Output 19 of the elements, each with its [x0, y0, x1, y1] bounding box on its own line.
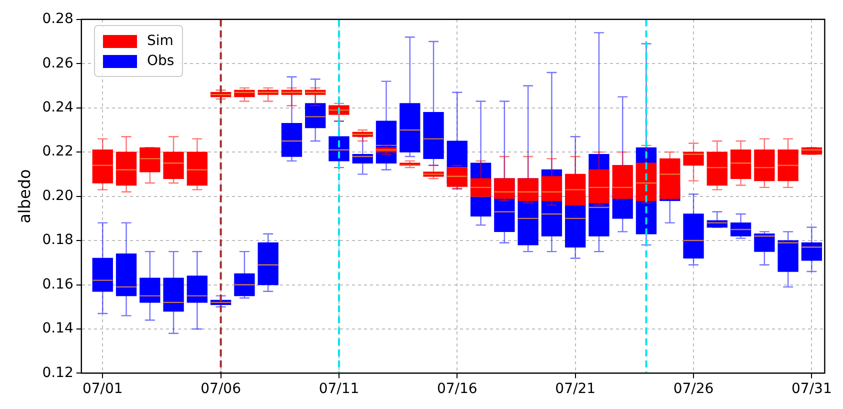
x-tick-label: 07/01 — [82, 381, 123, 398]
y-tick-label: 0.20 — [42, 188, 74, 204]
y-tick-label: 0.24 — [42, 99, 74, 116]
x-tick-label: 07/21 — [555, 381, 596, 398]
legend-label: Obs — [147, 52, 174, 71]
y-tick-label: 0.18 — [42, 232, 74, 248]
y-tick-label: 0.16 — [42, 276, 74, 292]
y-tick-label: 0.12 — [42, 364, 74, 381]
y-tick-label: 0.22 — [42, 144, 74, 160]
x-tick-label: 07/11 — [318, 381, 360, 398]
y-tick-label: 0.26 — [42, 55, 74, 72]
y-axis-title: albedo — [14, 169, 34, 224]
x-tick-label: 07/16 — [436, 381, 478, 398]
legend-label: Sim — [147, 32, 174, 51]
x-tick-label: 07/31 — [792, 381, 832, 398]
x-tick-label: 07/26 — [673, 381, 714, 398]
y-tick-label: 0.14 — [42, 320, 74, 337]
x-tick-label: 07/06 — [200, 381, 242, 398]
y-tick-label: 0.28 — [42, 11, 74, 28]
